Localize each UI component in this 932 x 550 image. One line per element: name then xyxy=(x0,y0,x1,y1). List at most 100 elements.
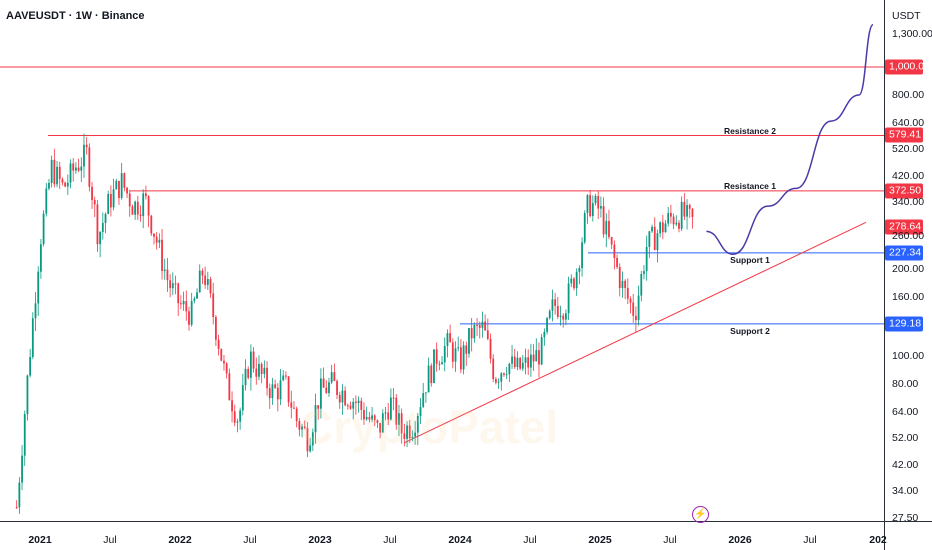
candle-body xyxy=(293,407,295,409)
candle xyxy=(667,206,670,227)
candle xyxy=(626,278,629,304)
y-tick-label: 640.00 xyxy=(892,117,925,129)
candle-body xyxy=(575,271,578,289)
candle-body xyxy=(387,412,390,420)
candle xyxy=(570,274,573,288)
candle xyxy=(605,213,608,248)
candle xyxy=(225,362,228,379)
candle xyxy=(153,233,155,245)
y-tick-label: 64.00 xyxy=(892,405,919,418)
candle-body xyxy=(661,222,664,233)
candle xyxy=(379,422,382,439)
candle xyxy=(360,397,363,421)
candle-body xyxy=(645,246,648,272)
candle xyxy=(231,391,233,423)
candle-body xyxy=(155,236,158,243)
candle-body xyxy=(624,280,627,288)
candle-body xyxy=(667,212,670,224)
candle xyxy=(279,369,282,406)
candle xyxy=(597,190,600,220)
candle-body xyxy=(206,278,209,285)
candle xyxy=(551,289,554,322)
candle-body xyxy=(519,357,522,369)
candle xyxy=(284,371,287,380)
candle-body xyxy=(669,212,672,217)
candle xyxy=(459,339,462,374)
candle-body xyxy=(589,195,592,217)
candle-body xyxy=(521,362,524,369)
price-label: 129.18 xyxy=(885,316,923,332)
candle xyxy=(93,196,96,218)
candle xyxy=(548,309,551,320)
candle xyxy=(115,178,118,190)
candle xyxy=(282,370,285,382)
candle xyxy=(314,393,317,444)
candle-body xyxy=(626,287,629,299)
candle xyxy=(616,254,618,270)
candle-body xyxy=(392,397,395,399)
candle-body xyxy=(352,401,355,409)
candle-body xyxy=(691,208,694,217)
candle xyxy=(416,412,419,446)
candle-body xyxy=(508,363,511,375)
candle xyxy=(629,296,632,314)
candle-body xyxy=(336,380,338,395)
candle xyxy=(276,383,279,412)
candle-body xyxy=(357,400,360,404)
candle xyxy=(594,193,597,206)
candle xyxy=(266,361,268,396)
candle xyxy=(354,395,357,415)
candle xyxy=(109,185,112,217)
candle-body xyxy=(107,194,110,214)
candle-body xyxy=(120,173,123,198)
candle-body xyxy=(166,269,169,281)
candle-body xyxy=(470,328,473,339)
candle xyxy=(209,276,212,298)
candle-body xyxy=(570,278,573,284)
candle-body xyxy=(228,373,231,401)
candle xyxy=(150,214,153,236)
candle-body xyxy=(656,233,659,251)
candle xyxy=(465,341,468,366)
candle xyxy=(659,221,662,238)
candle-body xyxy=(680,201,683,229)
candle-body xyxy=(567,283,570,314)
candle-body xyxy=(532,354,535,362)
candle-body xyxy=(274,384,277,388)
candle xyxy=(492,354,495,383)
candle xyxy=(661,214,664,240)
candle-body xyxy=(416,415,419,433)
candle xyxy=(503,372,505,377)
candle-body xyxy=(341,390,344,403)
candle xyxy=(77,158,80,173)
candle-body xyxy=(384,412,387,414)
lightning-icon[interactable]: ⚡ xyxy=(692,506,709,523)
candle-body xyxy=(373,415,376,421)
candle-body xyxy=(109,194,112,208)
candle xyxy=(473,322,476,343)
candle xyxy=(48,178,50,191)
candle-body xyxy=(123,173,126,188)
candle xyxy=(578,265,581,285)
candle xyxy=(527,349,530,375)
candle xyxy=(311,428,314,452)
candle-body xyxy=(524,357,527,363)
candle-body xyxy=(548,310,551,319)
candle xyxy=(179,295,182,310)
x-tick-label: Jul xyxy=(803,534,817,546)
candle xyxy=(26,374,29,421)
candle-body xyxy=(161,239,163,271)
level-label: Resistance 2 xyxy=(724,126,776,136)
candle xyxy=(511,345,513,369)
candle-body xyxy=(225,363,228,374)
candle xyxy=(69,159,72,189)
candle-body xyxy=(18,482,21,508)
candle-body xyxy=(198,270,201,293)
candle-body xyxy=(629,298,632,303)
candle-body xyxy=(271,384,274,399)
x-tick-label: 202 xyxy=(869,534,887,546)
candle xyxy=(206,271,209,290)
candle-body xyxy=(379,422,382,433)
candle xyxy=(333,363,336,382)
